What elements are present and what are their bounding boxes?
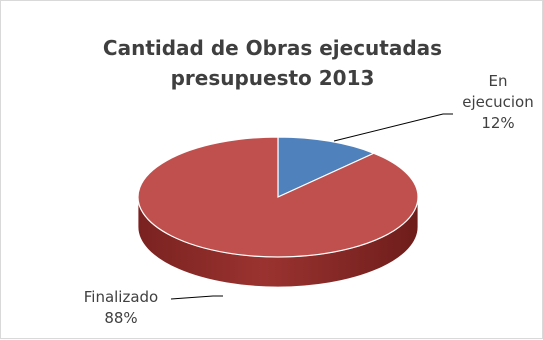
data-label-en-ejecucion: En ejecucion 12% (453, 71, 543, 134)
data-label-name-line-1: Finalizado (83, 288, 159, 306)
data-label-value: 12% (481, 114, 515, 132)
pie-slice-en-ejecucion (277, 136, 376, 198)
chart-title-line-1: Cantidad de Obras ejecutadas (102, 36, 443, 60)
data-label-value: 88% (104, 309, 138, 327)
pie-slice-finalizado (137, 136, 419, 258)
data-label-name-line-1: En (488, 72, 508, 90)
data-label-finalizado: Finalizado 88% (71, 287, 171, 329)
leader-line-finalizado (170, 295, 223, 300)
data-label-name-line-2: ejecucion (462, 93, 534, 111)
leader-line-en-ejecucion (333, 113, 453, 142)
chart-title: Cantidad de Obras ejecutadas presupuesto… (1, 33, 543, 93)
chart-title-line-2: presupuesto 2013 (170, 66, 375, 90)
